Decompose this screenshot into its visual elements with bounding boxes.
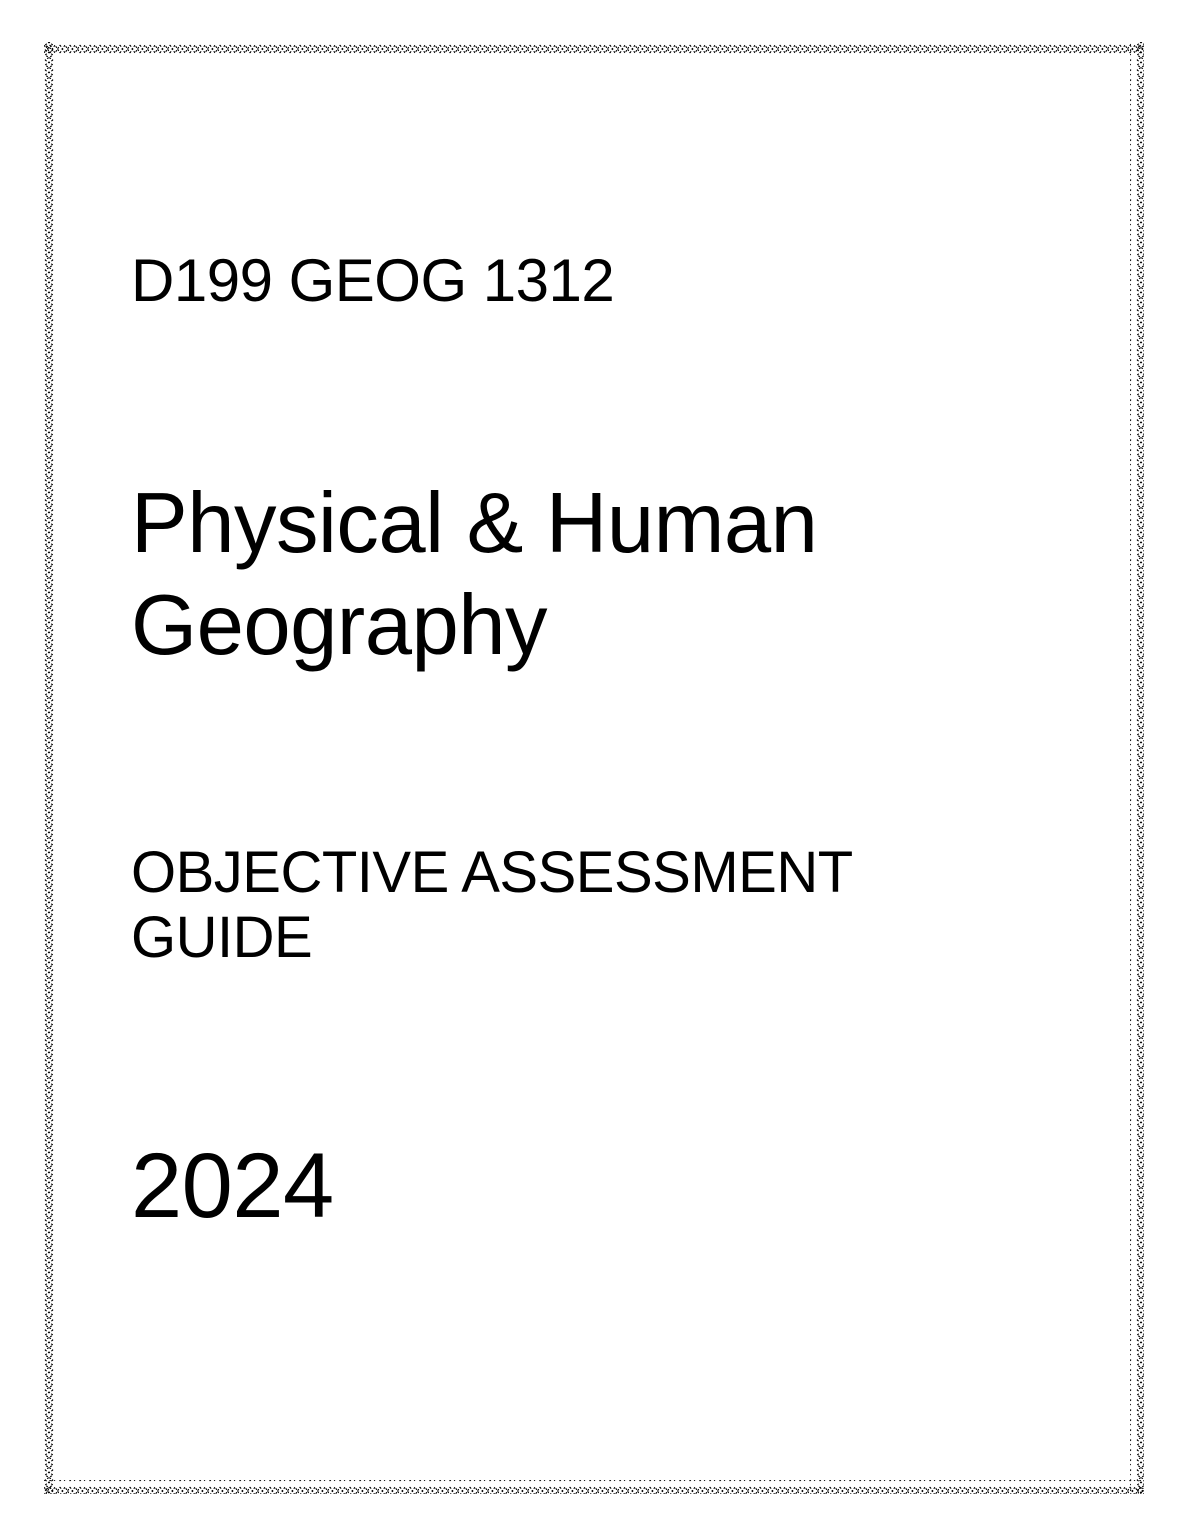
course-code: D199 GEOG 1312 — [131, 247, 615, 314]
border-top-edge — [44, 42, 1144, 56]
year-label: 2024 — [131, 1135, 334, 1237]
assessment-guide-heading: OBJECTIVE ASSESSMENT GUIDE — [131, 840, 868, 970]
border-bottom-edge — [44, 1480, 1144, 1494]
document-title: Physical & Human Geography — [131, 476, 841, 673]
border-left-edge — [44, 42, 58, 1494]
border-right-edge — [1130, 42, 1144, 1494]
